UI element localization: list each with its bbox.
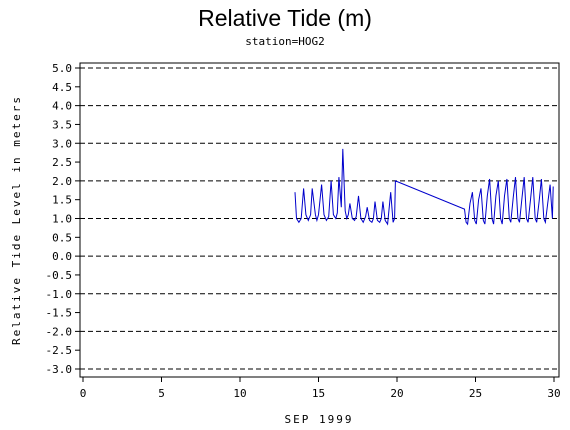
x-tick-label: 10	[233, 387, 246, 400]
x-tick-label: 5	[158, 387, 165, 400]
y-tick-label: 2.0	[52, 175, 72, 188]
y-axis-ticks: -3.0 -2.5 -2.0 -1.5 -1.0 -0.5 0.0 0.5 1.0 1.5 2.0 2…	[46, 62, 80, 376]
y-tick-label: 1.0	[52, 213, 72, 226]
x-axis-ticks: 0 5 10 15 20 25 30	[80, 377, 561, 400]
y-tick-label: -1.0	[46, 288, 73, 301]
y-tick-label: 3.0	[52, 137, 72, 150]
y-tick-label: 0.0	[52, 250, 72, 263]
y-tick-label: 0.5	[52, 231, 72, 244]
x-axis-label: SEP 1999	[285, 413, 354, 426]
y-tick-label: 5.0	[52, 62, 72, 75]
series-line	[294, 148, 554, 226]
y-tick-label: 4.0	[52, 100, 72, 113]
y-axis-label: Relative Tide Level in meters	[10, 95, 23, 345]
y-tick-label: -0.5	[46, 269, 73, 282]
x-tick-label: 25	[469, 387, 482, 400]
x-tick-label: 0	[80, 387, 87, 400]
y-tick-label: 4.5	[52, 81, 72, 94]
grid-lines	[80, 67, 559, 370]
y-tick-label: 1.5	[52, 194, 72, 207]
y-tick-label: -2.0	[46, 325, 73, 338]
y-tick-label: 3.5	[52, 118, 72, 131]
y-tick-label: -2.5	[46, 344, 73, 357]
chart-subtitle: station=HOG2	[245, 35, 325, 48]
x-tick-label: 15	[312, 387, 325, 400]
x-tick-label: 20	[390, 387, 403, 400]
y-tick-label: -3.0	[46, 363, 73, 376]
chart-title: Relative Tide (m)	[198, 5, 372, 31]
y-tick-label: -1.5	[46, 307, 73, 320]
y-tick-label: 2.5	[52, 156, 72, 169]
plot-frame	[79, 62, 560, 378]
x-tick-label: 30	[547, 387, 560, 400]
